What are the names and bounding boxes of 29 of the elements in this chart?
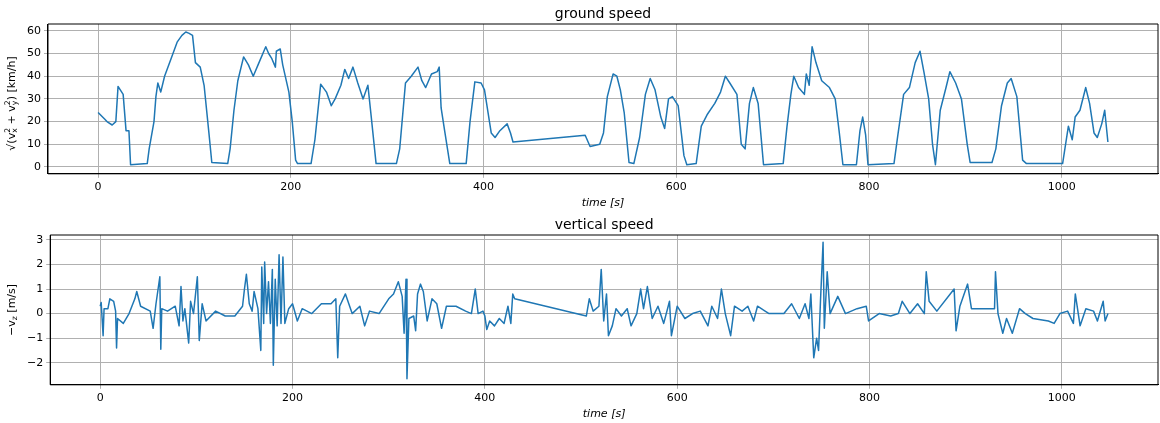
x-axis-title: time [s] — [582, 406, 626, 420]
x-tick-label: 200 — [282, 391, 304, 405]
y-tick-label: −1 — [27, 331, 44, 344]
y-tick-label: 50 — [27, 46, 41, 60]
x-tick-label: 800 — [858, 180, 880, 194]
x-tick-label: 400 — [473, 180, 495, 194]
x-tick-label: 0 — [94, 180, 102, 194]
x-tick-label: 1000 — [1047, 391, 1076, 405]
x-axis-title: time [s] — [581, 195, 625, 209]
y-tick-label: −2 — [27, 355, 44, 369]
x-tick-label: 200 — [280, 180, 302, 194]
y-tick-label: 20 — [27, 114, 41, 128]
chart-title: ground speed — [554, 4, 652, 21]
y-tick-label: 60 — [27, 23, 41, 37]
x-tick-label: 0 — [96, 391, 104, 405]
x-tick-label: 800 — [859, 391, 881, 405]
y-tick-label: 0 — [34, 159, 41, 173]
y-tick-label: 0 — [36, 306, 44, 320]
y-tick-label: 2 — [36, 257, 44, 271]
y-tick-label: 10 — [27, 137, 41, 151]
y-tick-label: 30 — [27, 91, 41, 105]
y-tick-label: 1 — [36, 281, 44, 295]
x-tick-label: 600 — [666, 391, 688, 405]
chart-title: vertical speed — [554, 215, 654, 232]
y-tick-label: 3 — [36, 232, 44, 246]
y-tick-label: 40 — [27, 69, 41, 83]
x-tick-label: 600 — [665, 180, 687, 194]
x-tick-label: 400 — [474, 391, 496, 405]
x-tick-label: 1000 — [1047, 180, 1076, 194]
